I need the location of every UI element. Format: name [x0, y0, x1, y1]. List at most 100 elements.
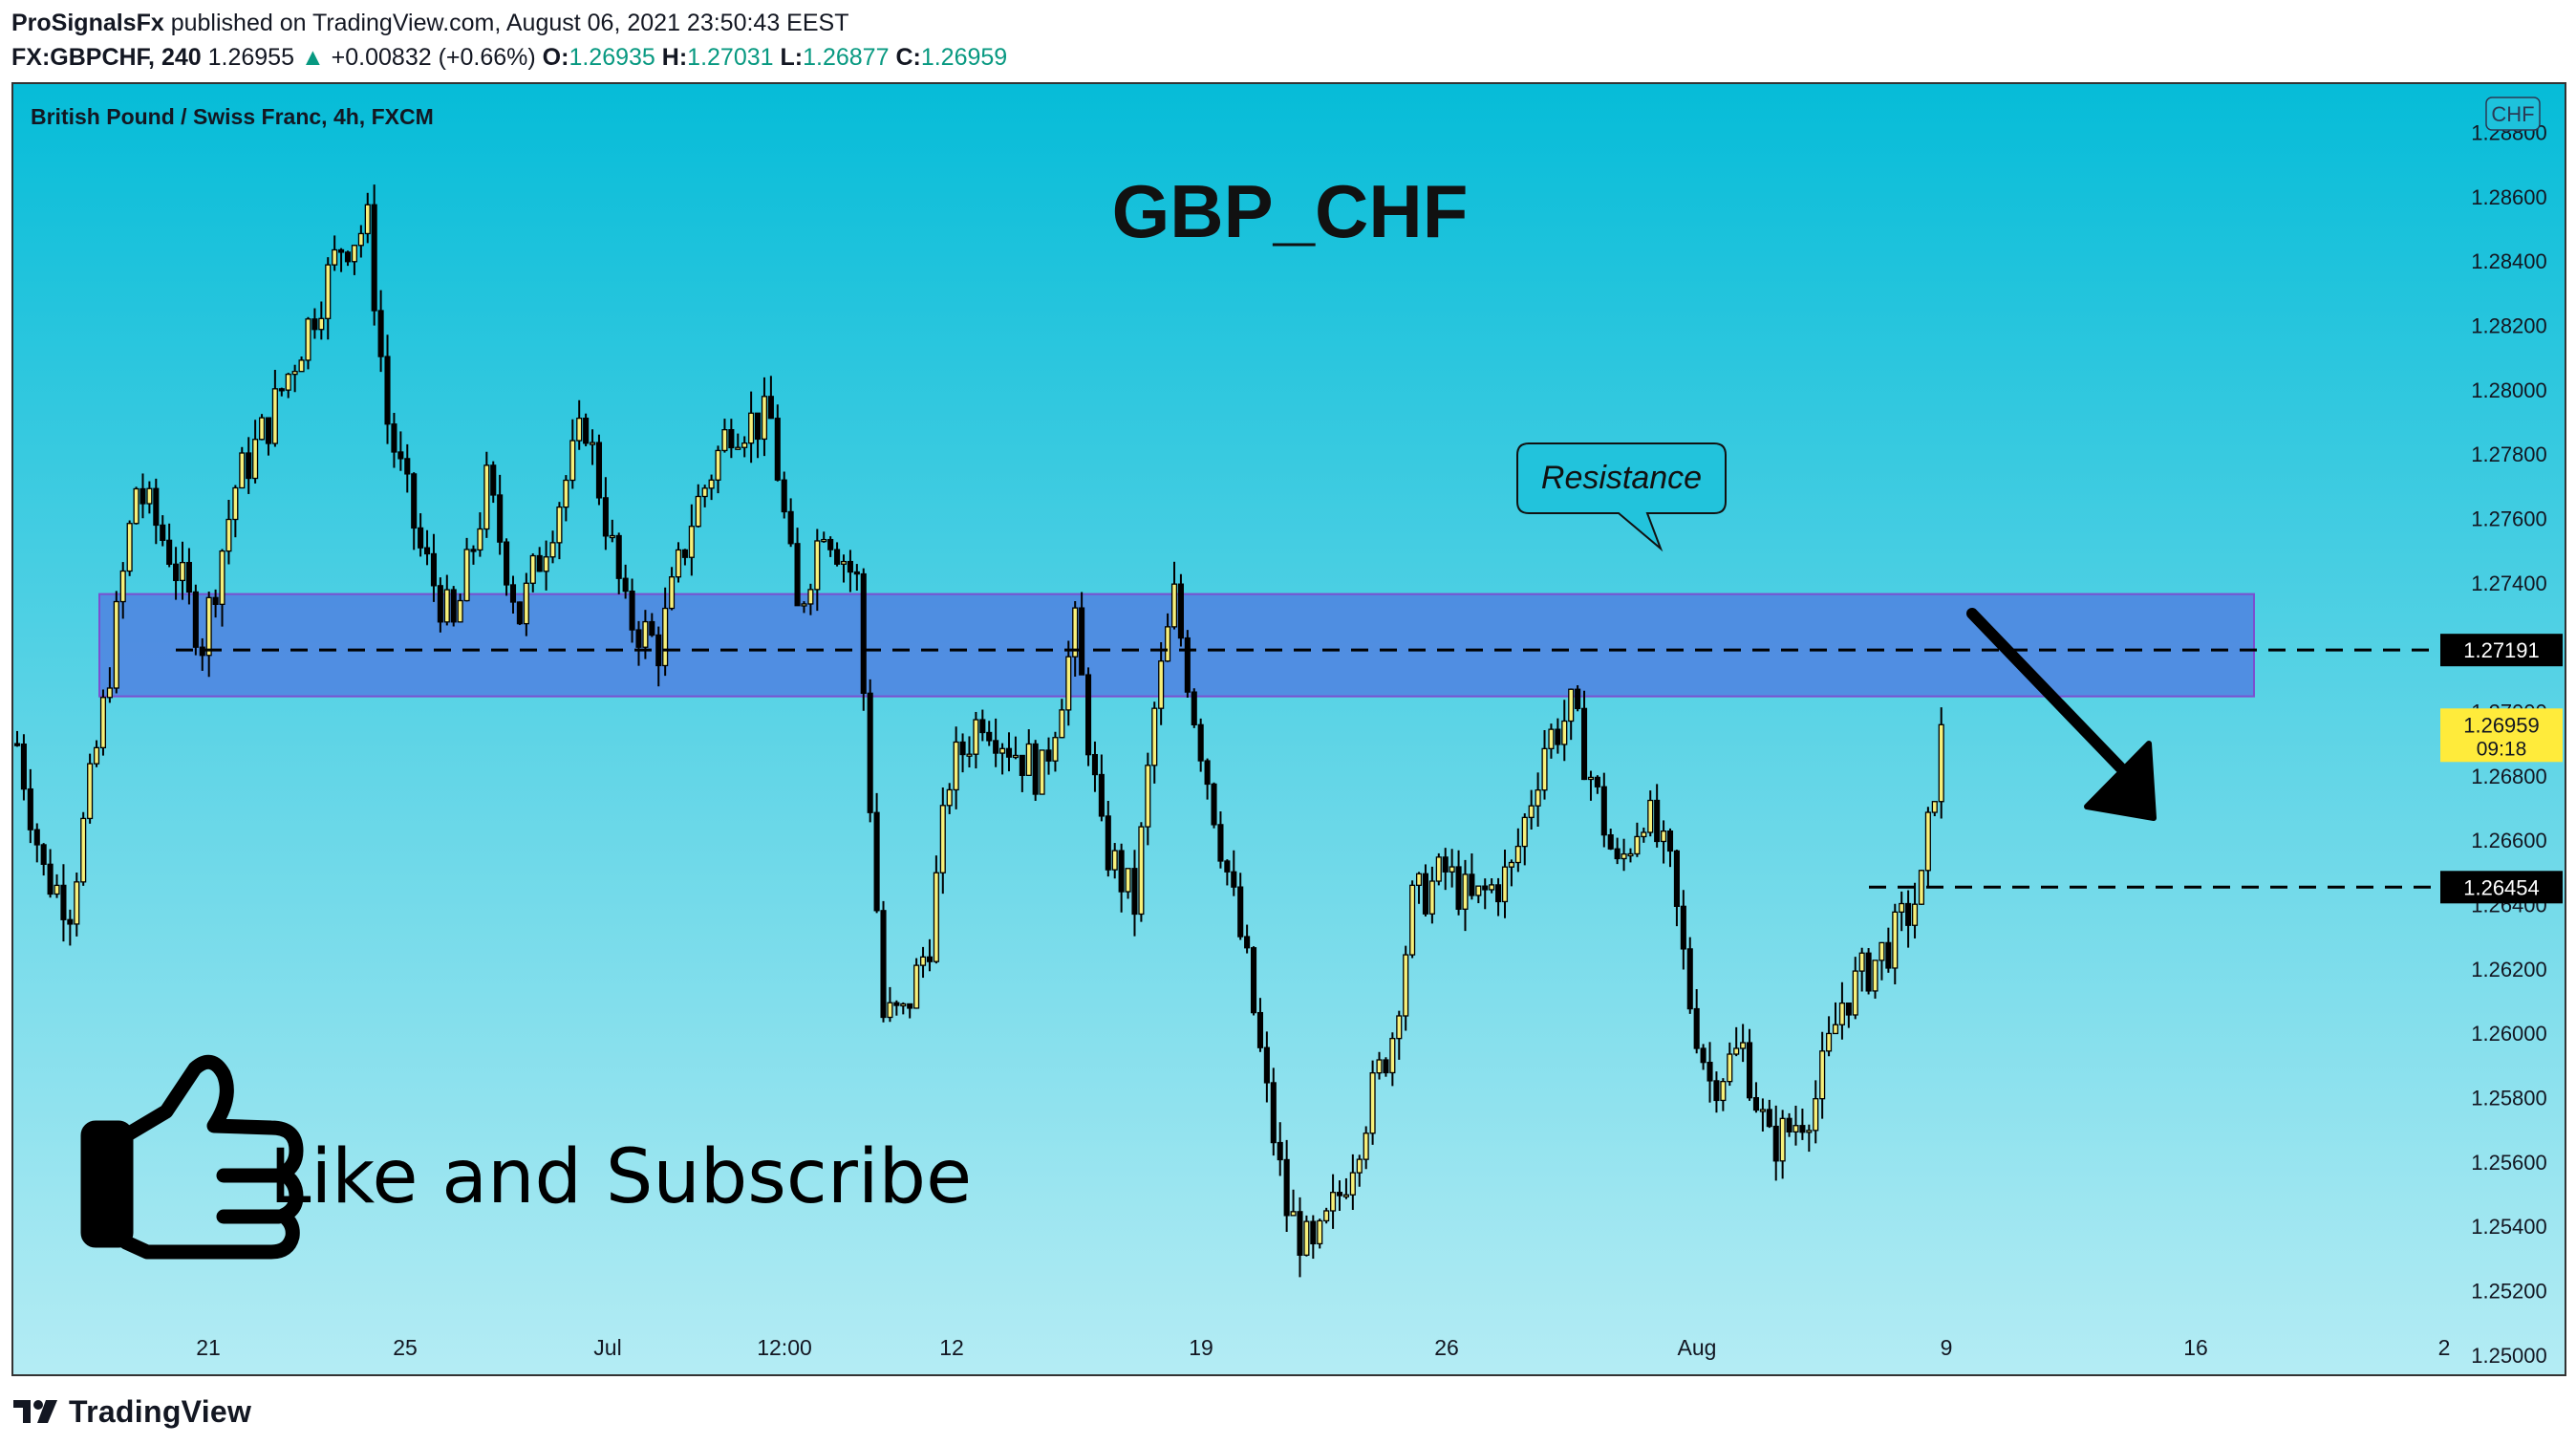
candle — [589, 429, 596, 465]
candle-body — [1541, 747, 1548, 791]
candle — [332, 235, 338, 271]
candle-body — [1548, 728, 1555, 749]
candle — [629, 578, 635, 643]
candle-body — [1449, 866, 1455, 873]
candle-body — [1131, 868, 1138, 916]
candle-body — [325, 264, 332, 319]
candle-body — [1025, 743, 1032, 776]
publish-info: published on TradingView.com, August 06,… — [170, 10, 849, 36]
candle-body — [1918, 870, 1925, 905]
candle-body — [1858, 952, 1865, 972]
candle-body — [509, 584, 517, 603]
candle — [1858, 947, 1865, 992]
tradingview-logo-icon[interactable] — [11, 1396, 59, 1427]
candle — [1905, 890, 1912, 948]
candle — [827, 536, 834, 557]
candle-body — [853, 571, 860, 575]
candle-body — [1125, 868, 1131, 893]
candle — [1349, 1154, 1356, 1210]
candle-body — [1455, 866, 1462, 910]
candle-body — [1720, 1081, 1727, 1102]
candle-body — [225, 518, 232, 552]
candle-body — [1303, 1220, 1310, 1256]
candle-body — [1772, 1125, 1779, 1162]
candle — [1442, 848, 1449, 891]
x-tick-label: Jul — [593, 1335, 621, 1360]
chart-pane[interactable]: 1.28800 1.28600 1.28400 1.28200 1.28000 1.278… — [11, 82, 2566, 1376]
chart-title: GBP_CHF — [1112, 169, 1469, 253]
candle — [13, 730, 21, 747]
candle — [1819, 1031, 1826, 1119]
candle-body — [1508, 861, 1514, 868]
candle — [595, 434, 603, 506]
candle-body — [1535, 789, 1541, 807]
y-tick-label: 1.27600 — [2471, 507, 2547, 530]
high-label: H: — [661, 44, 688, 71]
candle — [192, 584, 199, 656]
candle-body — [1151, 707, 1158, 766]
publisher-name[interactable]: ProSignalsFx — [11, 10, 164, 36]
candle-body — [1403, 954, 1409, 1017]
candle — [583, 413, 590, 446]
candle-body — [1826, 1032, 1833, 1052]
candle — [787, 498, 794, 548]
candle — [840, 554, 848, 583]
candle — [1469, 852, 1475, 900]
candle-body — [1561, 720, 1568, 745]
candle — [860, 568, 867, 711]
candle-body — [246, 452, 252, 480]
currency-badge[interactable]: CHF — [2485, 97, 2541, 131]
candle-body — [252, 439, 259, 480]
candle-body — [93, 746, 100, 765]
candle-body — [529, 554, 536, 584]
candle-body — [1872, 960, 1878, 992]
candle-body — [1786, 1117, 1792, 1132]
candle-body — [1217, 824, 1224, 862]
candle-body — [1489, 884, 1495, 891]
candle — [133, 486, 140, 525]
candle — [807, 583, 814, 615]
price-tag-lower[interactable]: 1.26454 — [2440, 871, 2563, 904]
candle-body — [1746, 1042, 1753, 1099]
candle-body — [239, 452, 246, 489]
candle-body — [1170, 583, 1178, 628]
candle-body — [576, 418, 583, 442]
candle-body — [271, 388, 278, 444]
candle — [173, 547, 180, 600]
candle — [1865, 948, 1872, 995]
candle — [239, 446, 246, 489]
candle-body — [1580, 707, 1588, 781]
candle-body — [1356, 1158, 1363, 1174]
price-tag-upper[interactable]: 1.27191 — [2440, 634, 2563, 667]
candle — [166, 523, 173, 568]
candle — [1435, 852, 1442, 886]
candle-body — [80, 817, 87, 883]
symbol-label[interactable]: FX:GBPCHF, 240 — [11, 44, 202, 71]
candle-body — [1779, 1117, 1786, 1162]
resistance-callout[interactable]: Resistance — [1516, 442, 1727, 552]
candle — [1759, 1098, 1766, 1132]
footer-brand[interactable]: TradingView — [69, 1393, 252, 1429]
candle-body — [1376, 1059, 1383, 1074]
candle-body — [1237, 886, 1244, 938]
chart-canvas[interactable]: 1.288001.286001.284001.282001.280001.278… — [13, 84, 2565, 1374]
price-tag-current-countdown: 09:18 — [2477, 738, 2527, 760]
candle — [1514, 828, 1521, 873]
candle-body — [1759, 1109, 1766, 1112]
candle — [140, 473, 146, 519]
y-tick-label: 1.28600 — [2471, 185, 2547, 209]
candle — [1283, 1139, 1290, 1232]
candle-body — [1277, 1141, 1283, 1161]
candle — [1806, 1124, 1813, 1153]
candle-body — [1740, 1042, 1747, 1049]
candle — [635, 620, 642, 666]
time-axis[interactable]: 21 25 Jul 12:00 12 19 26 Aug 9 16 2 — [196, 1335, 2450, 1360]
candle — [576, 399, 583, 450]
candle — [1924, 807, 1931, 888]
candle — [1079, 592, 1085, 676]
candle-body — [695, 495, 701, 528]
y-tick-label: 1.28400 — [2471, 249, 2547, 273]
change-value: +0.00832 (+0.66%) — [331, 44, 536, 71]
candle-body — [265, 417, 272, 444]
